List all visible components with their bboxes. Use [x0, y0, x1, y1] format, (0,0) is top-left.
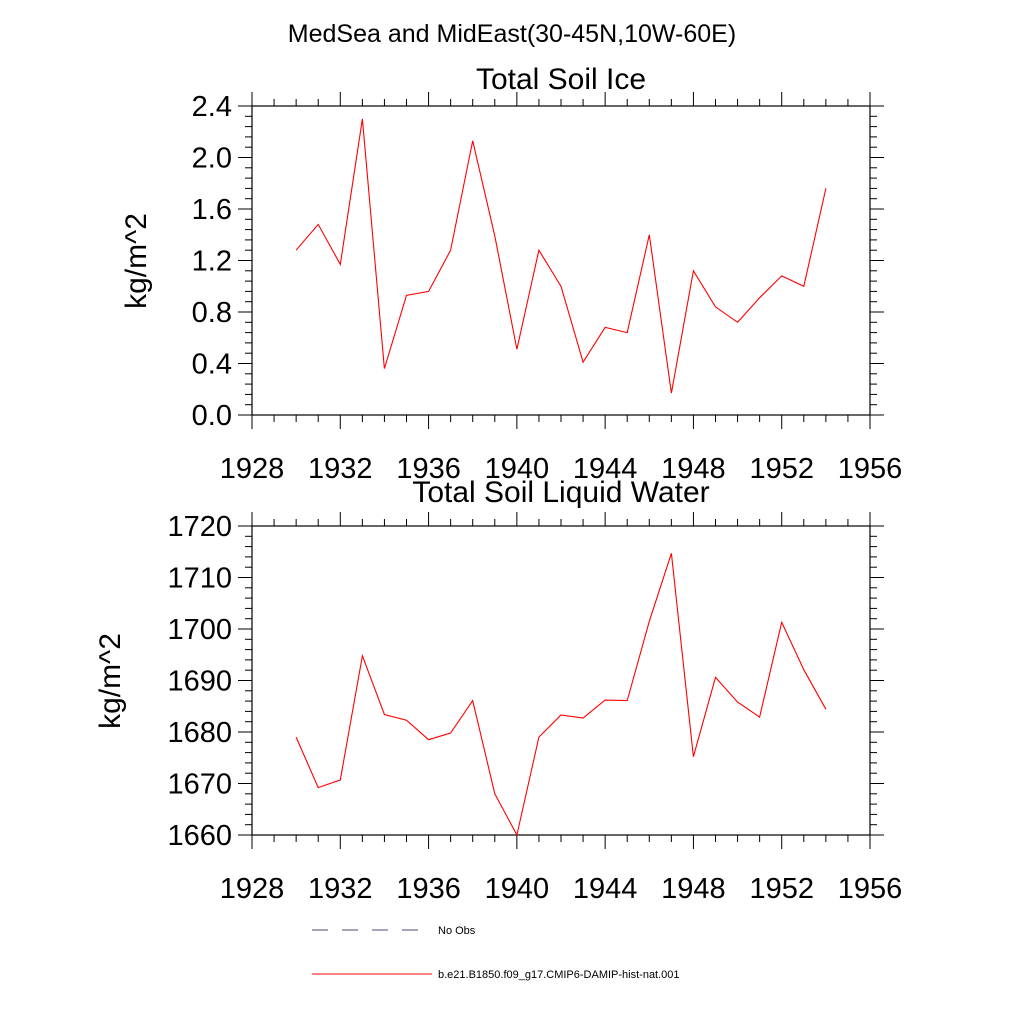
panel-title: Total Soil Ice — [476, 63, 646, 96]
y-tick-label: 0.4 — [192, 349, 232, 381]
x-tick-label: 1940 — [485, 453, 550, 485]
y-tick-label: 0.0 — [192, 400, 232, 432]
x-tick-label: 1956 — [838, 873, 903, 905]
tick-layer: 1928 1932 1936 1940 1944 1948 1952 1956 1660 1670… — [167, 511, 902, 905]
y-tick-label: 0.8 — [192, 297, 232, 329]
panel-soil-liquid-water: Total Soil Liquid Water kg/m^2 1928 1932 1… — [94, 476, 902, 905]
y-tick-label: 1.2 — [192, 246, 232, 278]
series-layer — [295, 553, 827, 837]
figure-suptitle: MedSea and MidEast(30-45N,10W-60E) — [288, 20, 736, 48]
x-tick-label: 1944 — [573, 873, 638, 905]
x-tick-label: 1948 — [661, 873, 726, 905]
plot-frame — [251, 525, 871, 836]
x-tick-label: 1936 — [396, 453, 461, 485]
y-axis-label: kg/m^2 — [120, 213, 153, 309]
x-tick-label: 1952 — [749, 873, 814, 905]
legend-label: No Obs — [438, 925, 476, 937]
legend-item-hist-nat: b.e21.B1850.f09_g17.CMIP6-DAMIP-hist-nat… — [312, 969, 680, 981]
legend: No Obs b.e21.B1850.f09_g17.CMIP6-DAMIP-h… — [312, 925, 680, 981]
panel-soil-ice: Total Soil Ice kg/m^2 1928 1932 1936 1940 19… — [120, 63, 902, 485]
series-line — [295, 553, 827, 837]
x-tick-label: 1940 — [485, 873, 550, 905]
legend-item-no-obs: No Obs — [312, 925, 476, 937]
x-tick-label: 1932 — [308, 873, 373, 905]
panel-title: Total Soil Liquid Water — [412, 476, 709, 509]
x-tick-label: 1928 — [220, 453, 285, 485]
y-tick-label: 1710 — [167, 563, 232, 595]
x-tick-label: 1932 — [308, 453, 373, 485]
y-tick-label: 2.0 — [192, 143, 232, 175]
x-tick-label: 1928 — [220, 873, 285, 905]
y-tick-label: 1720 — [167, 511, 232, 543]
y-tick-label: 2.4 — [192, 91, 232, 123]
x-tick-label: 1956 — [838, 453, 903, 485]
series-layer — [295, 118, 827, 394]
y-tick-label: 1690 — [167, 666, 232, 698]
y-axis-label: kg/m^2 — [94, 633, 127, 729]
legend-label: b.e21.B1850.f09_g17.CMIP6-DAMIP-hist-nat… — [438, 969, 680, 981]
y-tick-label: 1670 — [167, 769, 232, 801]
x-tick-label: 1948 — [661, 453, 726, 485]
y-tick-label: 1680 — [167, 717, 232, 749]
x-tick-label: 1936 — [396, 873, 461, 905]
y-tick-label: 1660 — [167, 820, 232, 852]
tick-layer: 1928 1932 1936 1940 1944 1948 1952 1956 0.0 0.4 0.… — [192, 91, 903, 485]
x-tick-label: 1952 — [749, 453, 814, 485]
x-tick-label: 1944 — [573, 453, 638, 485]
y-tick-label: 1.6 — [192, 194, 232, 226]
y-tick-label: 1700 — [167, 614, 232, 646]
plot-frame — [251, 105, 871, 416]
series-line — [295, 118, 827, 394]
